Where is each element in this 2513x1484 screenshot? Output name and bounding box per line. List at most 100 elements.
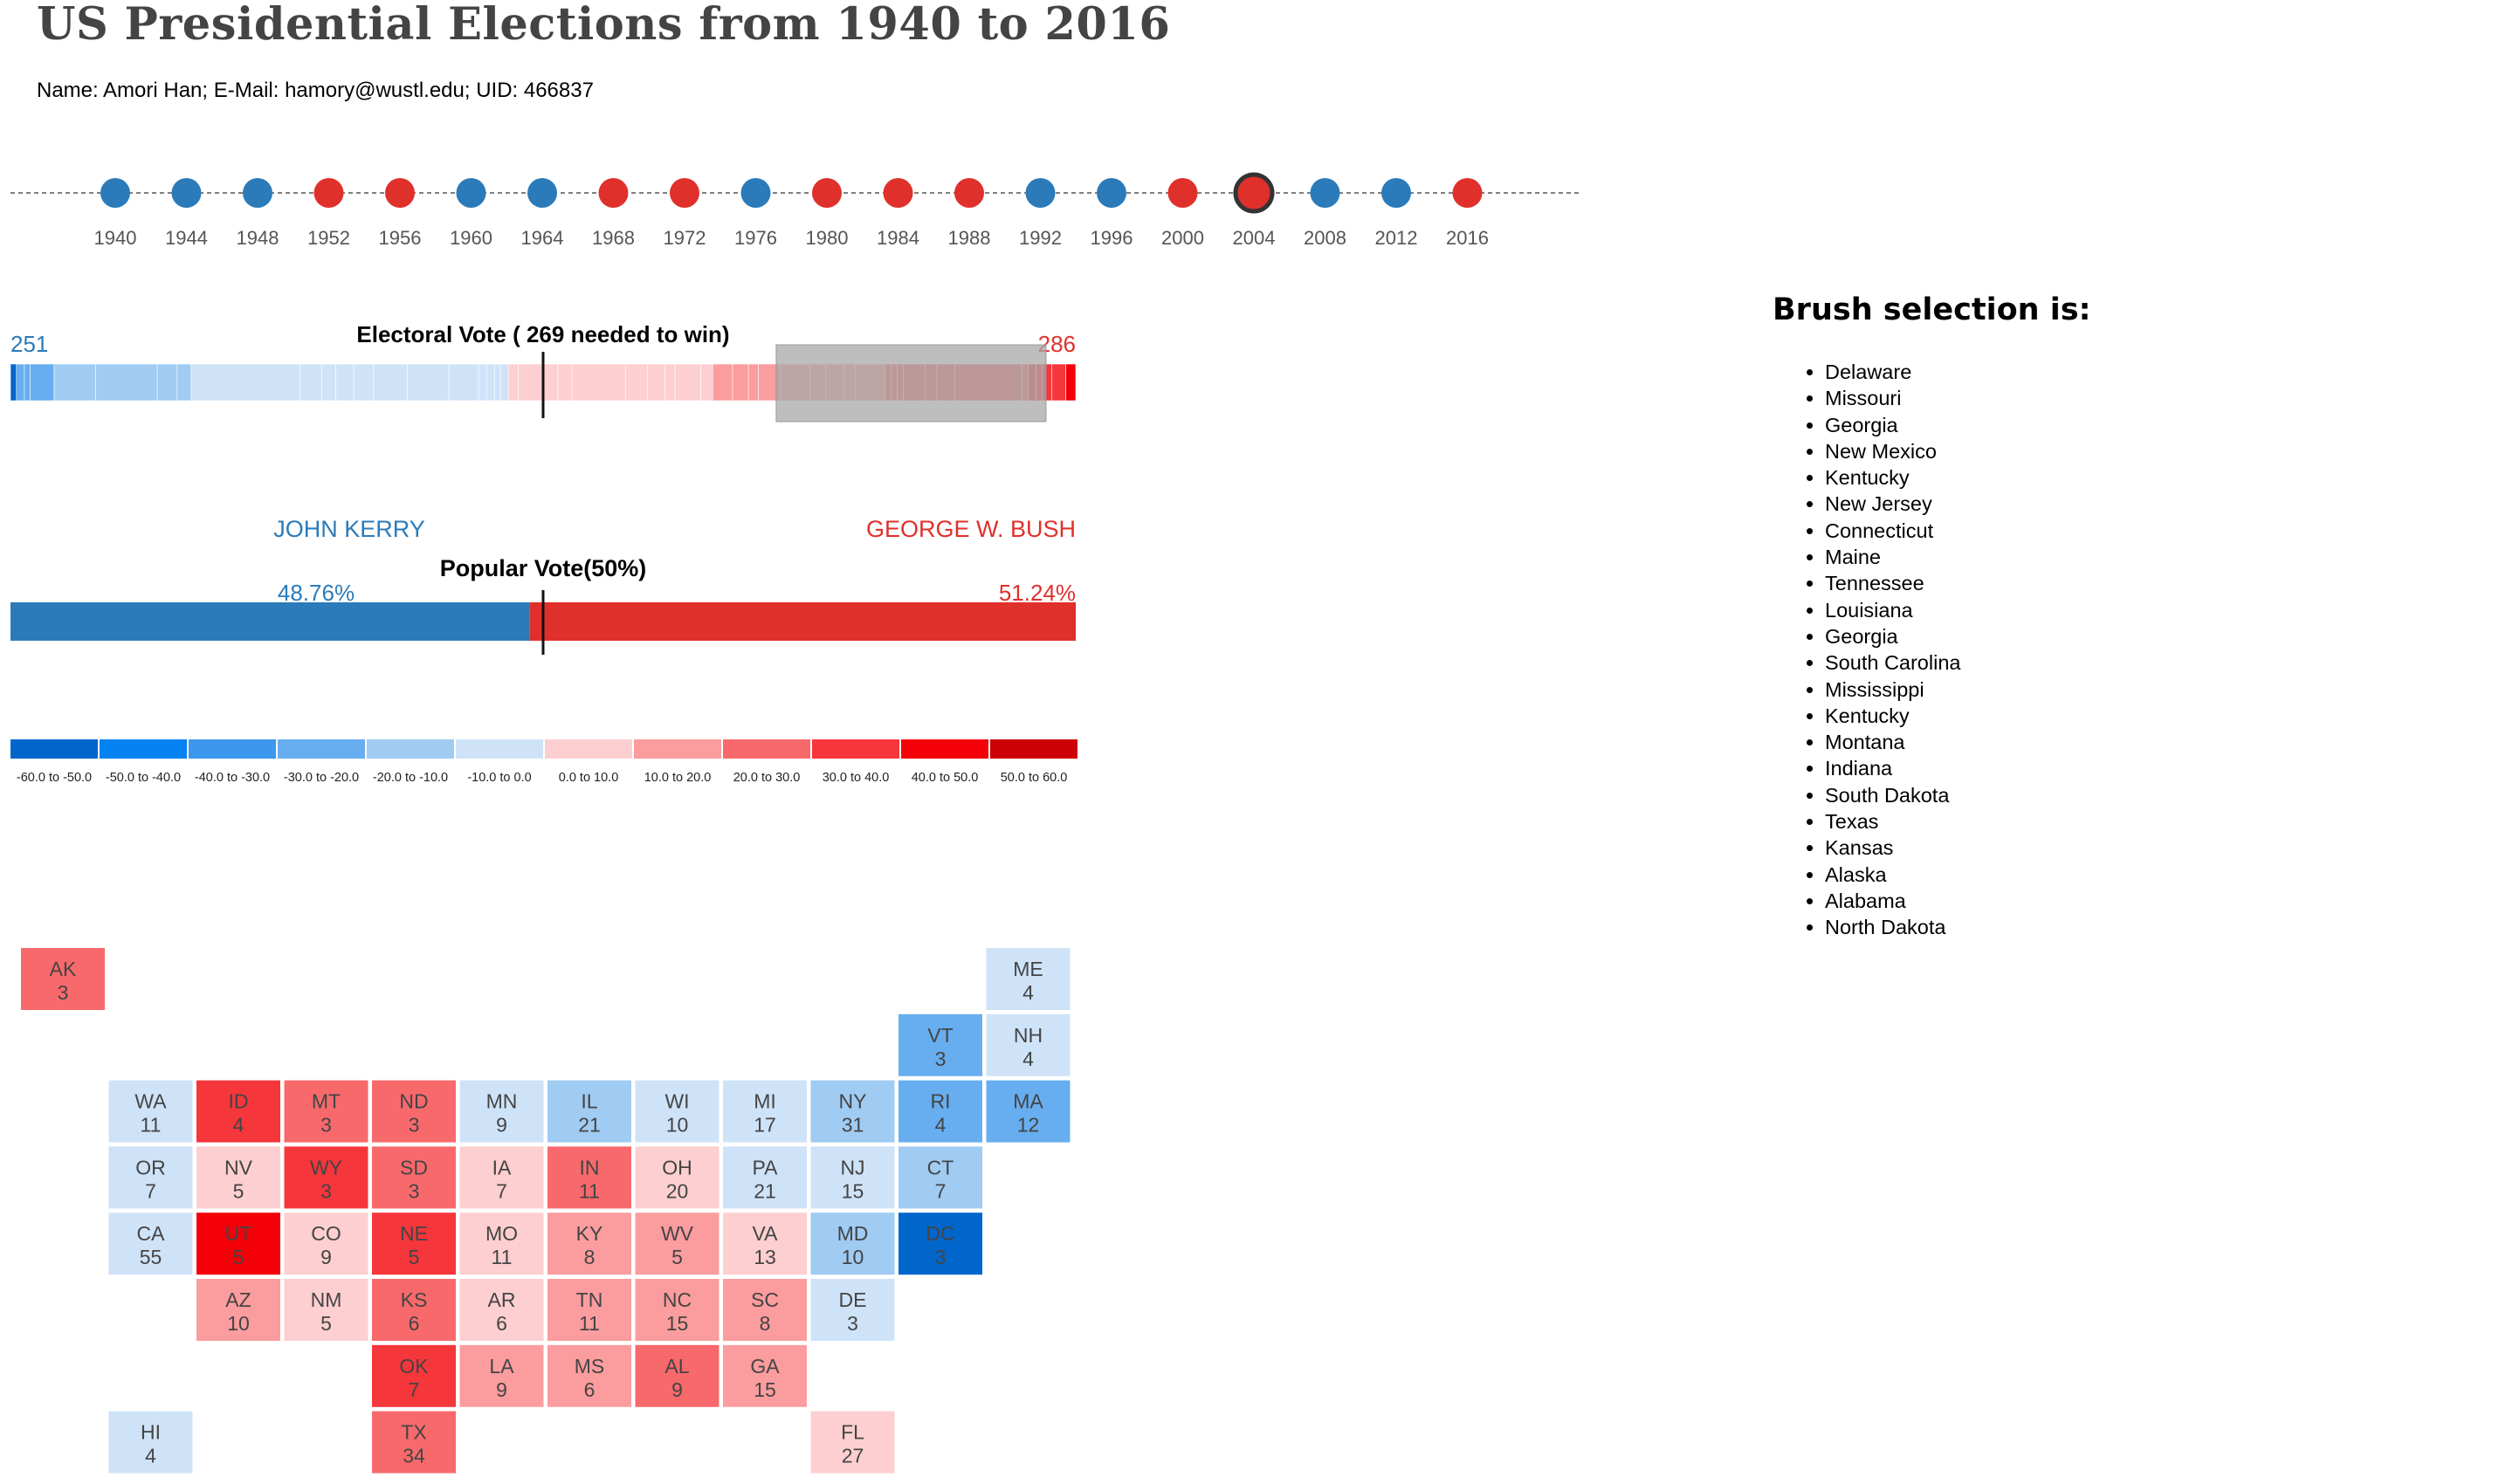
state-tile-ak[interactable]	[21, 948, 105, 1010]
state-tile-wv[interactable]	[635, 1213, 719, 1275]
state-tile-in[interactable]	[547, 1146, 631, 1209]
state-tile-va[interactable]	[723, 1213, 807, 1275]
electoral-segment	[646, 363, 666, 402]
state-tile-wy[interactable]	[284, 1146, 368, 1209]
state-ev-label: 5	[233, 1179, 244, 1202]
state-abbr-label: VA	[753, 1222, 779, 1245]
state-tile-nj[interactable]	[810, 1146, 895, 1209]
year-1952-label: 1952	[307, 227, 350, 249]
year-2004-circle[interactable]	[1233, 172, 1275, 214]
year-2016-circle[interactable]	[1452, 178, 1483, 208]
state-tile-mi[interactable]	[723, 1080, 807, 1143]
popular-vote-title: Popular Vote(50%)	[440, 555, 647, 581]
year-1944-circle[interactable]	[171, 178, 202, 208]
state-tile-sd[interactable]	[372, 1146, 456, 1209]
state-tile-co[interactable]	[284, 1213, 368, 1275]
state-tile-ar[interactable]	[459, 1279, 544, 1341]
state-tile-mo[interactable]	[459, 1213, 544, 1275]
year-1960-circle[interactable]	[456, 178, 486, 208]
state-tile-oh[interactable]	[635, 1146, 719, 1209]
state-tile-nd[interactable]	[372, 1080, 456, 1143]
year-1980-circle[interactable]	[812, 178, 842, 208]
state-tile-de[interactable]	[810, 1279, 895, 1341]
state-ev-label: 4	[1022, 981, 1034, 1004]
state-tile-pa[interactable]	[723, 1146, 807, 1209]
electoral-segment	[674, 363, 701, 402]
state-tile-wa[interactable]	[108, 1080, 193, 1143]
year-1992-circle[interactable]	[1025, 178, 1056, 208]
electoral-segment	[485, 363, 495, 402]
year-2008-circle[interactable]	[1310, 178, 1340, 208]
year-1996-circle[interactable]	[1097, 178, 1126, 208]
year-timeline: 1940 1944 1948 1952 1956 1960 1964 1968 1972 1976…	[10, 172, 1582, 249]
year-1956-circle[interactable]	[385, 178, 415, 208]
state-tile-ky[interactable]	[547, 1213, 631, 1275]
year-1948-label: 1948	[237, 227, 279, 249]
state-abbr-label: NY	[839, 1090, 867, 1113]
year-1984-circle[interactable]	[883, 178, 913, 208]
state-tile-az[interactable]	[196, 1279, 280, 1341]
state-tile-md[interactable]	[810, 1213, 895, 1275]
year-1952-circle[interactable]	[313, 178, 344, 208]
state-tile-nh[interactable]	[986, 1013, 1071, 1076]
state-tile-il[interactable]	[547, 1080, 631, 1143]
state-tile-ne[interactable]	[372, 1213, 456, 1275]
state-tile-ga[interactable]	[723, 1344, 807, 1407]
state-tile-nc[interactable]	[635, 1279, 719, 1341]
state-tile-or[interactable]	[108, 1146, 193, 1209]
year-1948-circle[interactable]	[243, 178, 272, 208]
state-tile-la[interactable]	[459, 1344, 544, 1407]
state-tile-me[interactable]	[986, 948, 1071, 1010]
state-tile-id[interactable]	[196, 1080, 280, 1143]
state-tile-nm[interactable]	[284, 1279, 368, 1341]
year-2012-circle[interactable]	[1381, 178, 1411, 208]
state-abbr-label: OR	[135, 1156, 166, 1178]
state-tile-mn[interactable]	[459, 1080, 544, 1143]
state-ev-label: 27	[842, 1445, 864, 1467]
state-tile-al[interactable]	[635, 1344, 719, 1407]
state-tile-tn[interactable]	[547, 1279, 631, 1341]
state-tile-ks[interactable]	[372, 1279, 456, 1341]
state-tile-ms[interactable]	[547, 1344, 631, 1407]
year-2000-circle[interactable]	[1167, 178, 1198, 208]
state-ev-label: 7	[145, 1179, 156, 1202]
year-1976-circle[interactable]	[740, 178, 771, 208]
year-1972-circle[interactable]	[670, 178, 699, 208]
year-1964-circle[interactable]	[527, 178, 557, 208]
state-tile-sc[interactable]	[723, 1279, 807, 1341]
state-tile-ny[interactable]	[810, 1080, 895, 1143]
state-ev-label: 55	[140, 1246, 162, 1268]
year-1968-label: 1968	[592, 227, 635, 249]
state-tile-mt[interactable]	[284, 1080, 368, 1143]
brush-selection-item: Connecticut	[1825, 518, 2296, 544]
brush-selection-item: Mississippi	[1825, 677, 2296, 703]
legend-swatch	[100, 739, 187, 759]
state-tile-nv[interactable]	[196, 1146, 280, 1209]
state-abbr-label: OK	[399, 1355, 429, 1378]
year-1988-circle[interactable]	[954, 178, 984, 208]
state-abbr-label: MI	[754, 1090, 776, 1113]
electoral-segment	[518, 363, 559, 402]
year-1968-circle[interactable]	[598, 178, 629, 208]
state-tile-ut[interactable]	[196, 1213, 280, 1275]
state-tile-dc[interactable]	[898, 1213, 982, 1275]
state-tile-wi[interactable]	[635, 1080, 719, 1143]
state-tile-ri[interactable]	[898, 1080, 982, 1143]
state-ev-label: 9	[320, 1246, 332, 1268]
state-tile-vt[interactable]	[898, 1013, 982, 1076]
state-tile-ia[interactable]	[459, 1146, 544, 1209]
state-tile-ca[interactable]	[108, 1213, 193, 1275]
electoral-segment	[700, 363, 713, 402]
state-abbr-label: NJ	[840, 1156, 864, 1178]
state-ev-label: 5	[320, 1312, 332, 1335]
state-tile-ct[interactable]	[898, 1146, 982, 1209]
state-tile-ok[interactable]	[372, 1344, 456, 1407]
year-1940-circle[interactable]	[100, 178, 130, 208]
dem-candidate-name: JOHN KERRY	[273, 516, 425, 542]
legend-label: 30.0 to 40.0	[823, 771, 890, 785]
state-tile-ma[interactable]	[986, 1080, 1071, 1143]
state-ev-label: 3	[58, 981, 69, 1004]
electoral-brush-selection[interactable]	[775, 344, 1047, 423]
state-ev-label: 7	[935, 1179, 947, 1202]
brush-selection-item: Maine	[1825, 544, 2296, 570]
